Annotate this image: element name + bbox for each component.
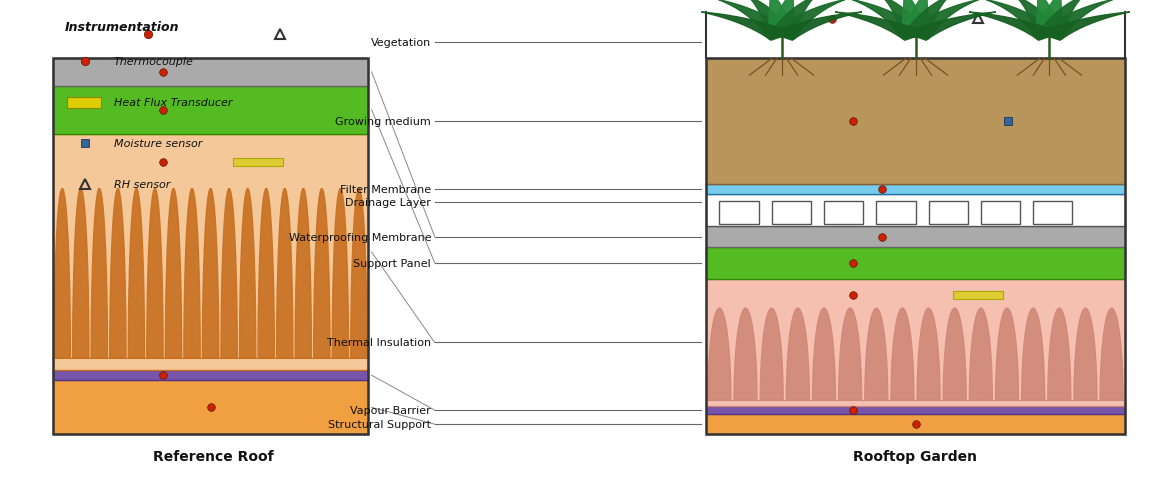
Polygon shape bbox=[786, 309, 809, 400]
Bar bbox=[707, 247, 1125, 279]
Polygon shape bbox=[903, 0, 979, 40]
Polygon shape bbox=[295, 189, 311, 359]
Text: Rooftop Garden: Rooftop Garden bbox=[853, 449, 977, 463]
Text: Waterproofing Membrane: Waterproofing Membrane bbox=[288, 232, 431, 242]
Polygon shape bbox=[769, 0, 845, 40]
Polygon shape bbox=[184, 189, 200, 359]
Bar bbox=[53, 370, 368, 380]
Polygon shape bbox=[734, 309, 757, 400]
Polygon shape bbox=[969, 13, 1061, 41]
Text: Thermocouple: Thermocouple bbox=[114, 57, 193, 66]
Bar bbox=[53, 59, 368, 86]
Polygon shape bbox=[812, 309, 835, 400]
Polygon shape bbox=[147, 189, 163, 359]
Bar bbox=[707, 184, 1125, 195]
Bar bbox=[953, 292, 1003, 300]
Text: Thermal Insulation: Thermal Insulation bbox=[327, 338, 431, 348]
Bar bbox=[707, 407, 1125, 414]
Polygon shape bbox=[1035, 0, 1063, 38]
Text: Filter Membrane: Filter Membrane bbox=[340, 185, 431, 195]
Bar bbox=[53, 59, 368, 435]
Polygon shape bbox=[986, 0, 1062, 40]
Polygon shape bbox=[769, 0, 816, 39]
Polygon shape bbox=[890, 309, 913, 400]
Polygon shape bbox=[109, 189, 126, 359]
Polygon shape bbox=[1100, 309, 1123, 400]
Polygon shape bbox=[332, 189, 348, 359]
Polygon shape bbox=[221, 189, 238, 359]
Polygon shape bbox=[1036, 0, 1084, 39]
Polygon shape bbox=[54, 189, 70, 359]
Polygon shape bbox=[995, 309, 1018, 400]
Text: Structural Support: Structural Support bbox=[329, 419, 431, 429]
Polygon shape bbox=[708, 309, 731, 400]
Polygon shape bbox=[917, 309, 940, 400]
Text: Reference Roof: Reference Roof bbox=[153, 449, 273, 463]
Polygon shape bbox=[1074, 309, 1097, 400]
Polygon shape bbox=[239, 189, 256, 359]
Polygon shape bbox=[165, 189, 182, 359]
Polygon shape bbox=[771, 13, 862, 41]
Bar bbox=[707, 195, 1125, 227]
Bar bbox=[232, 159, 283, 167]
Polygon shape bbox=[768, 0, 795, 38]
Bar bbox=[67, 98, 101, 109]
Polygon shape bbox=[902, 0, 930, 38]
Bar bbox=[53, 135, 368, 370]
Polygon shape bbox=[839, 309, 862, 400]
Polygon shape bbox=[905, 13, 996, 41]
Bar bbox=[707, 227, 1125, 247]
Polygon shape bbox=[314, 189, 330, 359]
Polygon shape bbox=[902, 0, 950, 39]
Polygon shape bbox=[865, 309, 888, 400]
Text: Moisture sensor: Moisture sensor bbox=[114, 138, 202, 148]
Polygon shape bbox=[701, 13, 793, 41]
Bar bbox=[877, 202, 916, 224]
Polygon shape bbox=[277, 189, 293, 359]
Bar bbox=[1033, 202, 1072, 224]
Polygon shape bbox=[91, 189, 108, 359]
Polygon shape bbox=[902, 0, 930, 38]
Bar bbox=[719, 202, 758, 224]
Polygon shape bbox=[970, 309, 993, 400]
Bar bbox=[981, 202, 1020, 224]
Bar bbox=[707, 279, 1125, 407]
Polygon shape bbox=[129, 189, 145, 359]
Polygon shape bbox=[761, 309, 784, 400]
Bar bbox=[824, 202, 863, 224]
Polygon shape bbox=[350, 189, 367, 359]
Polygon shape bbox=[768, 0, 795, 38]
Polygon shape bbox=[853, 0, 928, 40]
Bar bbox=[928, 202, 967, 224]
Bar bbox=[707, 414, 1125, 435]
Text: Support Panel: Support Panel bbox=[354, 258, 431, 268]
Polygon shape bbox=[1021, 309, 1044, 400]
Polygon shape bbox=[1036, 0, 1112, 40]
Bar bbox=[707, 59, 1125, 184]
Polygon shape bbox=[259, 189, 275, 359]
Text: Heat Flux Transducer: Heat Flux Transducer bbox=[114, 97, 232, 107]
Polygon shape bbox=[747, 0, 795, 39]
Polygon shape bbox=[835, 13, 926, 41]
Text: Growing medium: Growing medium bbox=[336, 117, 431, 127]
Polygon shape bbox=[202, 189, 218, 359]
Text: Vegetation: Vegetation bbox=[371, 38, 431, 48]
Polygon shape bbox=[1048, 309, 1071, 400]
Polygon shape bbox=[1035, 0, 1063, 38]
Text: Vapour Barrier: Vapour Barrier bbox=[350, 405, 431, 415]
Bar bbox=[53, 380, 368, 435]
Bar bbox=[772, 202, 811, 224]
Text: RH sensor: RH sensor bbox=[114, 179, 170, 189]
Polygon shape bbox=[881, 0, 928, 39]
Polygon shape bbox=[1015, 0, 1063, 39]
Polygon shape bbox=[72, 189, 88, 359]
Text: Drainage Layer: Drainage Layer bbox=[346, 198, 431, 208]
Text: Instrumentation: Instrumentation bbox=[64, 21, 179, 33]
Polygon shape bbox=[1039, 13, 1129, 41]
Bar bbox=[707, 59, 1125, 435]
Polygon shape bbox=[943, 309, 966, 400]
Bar bbox=[53, 86, 368, 135]
Polygon shape bbox=[718, 0, 794, 40]
